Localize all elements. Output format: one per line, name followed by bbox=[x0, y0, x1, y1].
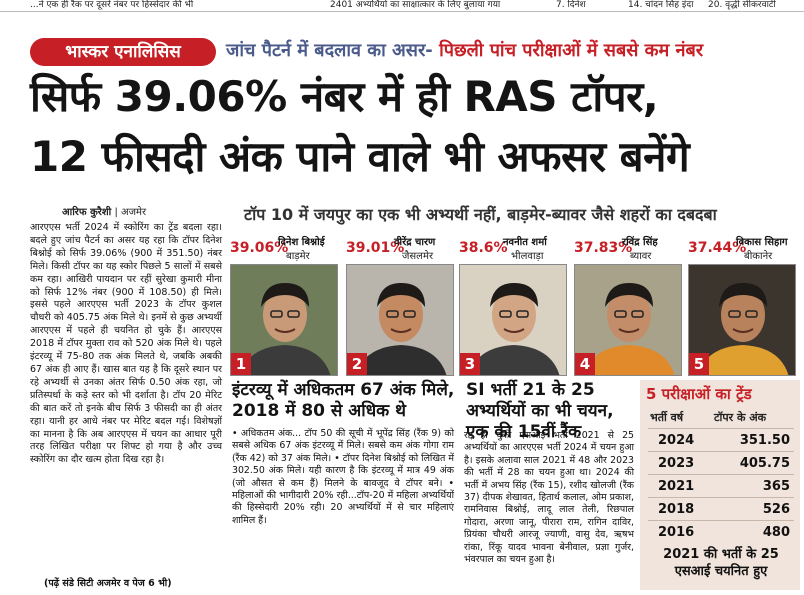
left-column-text: आरएएस भर्ती 2024 में स्कोरिंग का ट्रेंड … bbox=[30, 222, 222, 466]
top-strip-r3: 20. वृद्धी सीकरवाटी bbox=[708, 0, 776, 10]
topper-percentage: 38.6% bbox=[459, 240, 508, 256]
topper-photo: 4 bbox=[574, 264, 682, 376]
topper-photo: 5 bbox=[688, 264, 796, 376]
topper-name: नवनीत शर्मा bbox=[503, 237, 547, 248]
trend-box: 5 परीक्षाओं का ट्रेंड भर्ती वर्ष टॉपर के… bbox=[640, 380, 800, 590]
topper-rank-badge: 2 bbox=[347, 353, 367, 375]
trend-marks: 405.75 bbox=[739, 456, 790, 471]
headline-line2: 12 फीसदी अंक पाने वाले भी अफसर बनेंगे bbox=[30, 132, 690, 181]
toppers-subhead: टॉप 10 में जयपुर का एक भी अभ्यर्थी नहीं,… bbox=[244, 205, 717, 224]
topper-photo: 3 bbox=[459, 264, 567, 376]
top-strip-r2: 14. चांदन सिंह इंदा bbox=[628, 0, 694, 10]
trend-row: 2023 405.75 bbox=[648, 451, 794, 473]
topper-city: बाड़मेर bbox=[286, 251, 310, 262]
top-strip-left: ...ने एक ही रैंक पर दूसरे नंबर पर हिस्से… bbox=[30, 0, 194, 10]
top-strip-r1: 7. दिनेश bbox=[556, 0, 586, 10]
topper-name: विकास सिहाग bbox=[736, 237, 788, 248]
topper-photo: 2 bbox=[346, 264, 454, 376]
topper-photo: 1 bbox=[230, 264, 338, 376]
trend-footer: 2021 की भर्ती के 25 एसआई चयनित हुए bbox=[663, 547, 779, 579]
left-column-footer: (पढ़ें संडे सिटी अजमेर व पेज 6 भी) bbox=[44, 578, 172, 589]
topper-card: 39.06% दिनेश बिश्नोई बाड़मेर 1 bbox=[230, 234, 342, 376]
top-strip-mid: 2401 अभ्यर्थियों का साक्षात्कार के लिए ब… bbox=[330, 0, 501, 10]
topper-card: 39.01% वीरेंद्र चारण जैसलमेर 2 bbox=[346, 234, 458, 376]
trend-row: 2016 480 bbox=[648, 520, 794, 542]
topper-name: वीरेंद्र चारण bbox=[394, 237, 436, 248]
byline-name: आरिफ कुरैशी bbox=[62, 207, 112, 218]
topper-percentage: 39.01% bbox=[346, 240, 405, 256]
trend-year: 2018 bbox=[658, 502, 695, 517]
trend-col-marks: टॉपर के अंक bbox=[714, 411, 767, 424]
trend-year: 2021 bbox=[658, 479, 695, 494]
topper-name: रविंद्र सिंह bbox=[622, 237, 658, 248]
topper-rank-badge: 3 bbox=[460, 353, 480, 375]
article2-title: इंटरव्यू में अधिकतम 67 अंक मिले, 2018 मे… bbox=[232, 380, 455, 421]
kicker-part1: जांच पैटर्न में बदलाव का असर- bbox=[226, 40, 433, 61]
topper-card: 37.83% रविंद्र सिंह ब्यावर 4 bbox=[574, 234, 686, 376]
byline-city: | अजमेर bbox=[114, 207, 147, 218]
trend-marks: 351.50 bbox=[739, 433, 790, 448]
top-strip: ...ने एक ही रैंक पर दूसरे नंबर पर हिस्से… bbox=[0, 0, 804, 12]
trend-row: 2024 351.50 bbox=[648, 428, 794, 450]
portrait-icon bbox=[239, 283, 331, 375]
trend-year: 2023 bbox=[658, 456, 695, 471]
topper-percentage: 37.83% bbox=[574, 240, 633, 256]
topper-rank-badge: 1 bbox=[231, 353, 251, 375]
article2-body: • अधिकतम अंक... टॉप 50 की सूची में भूपें… bbox=[232, 428, 454, 526]
topper-card: 37.44% विकास सिहाग बीकानेर 5 bbox=[688, 234, 800, 376]
headline-line1: सिर्फ 39.06% नंबर में ही RAS टॉपर, bbox=[30, 72, 659, 121]
trend-year: 2024 bbox=[658, 433, 695, 448]
topper-rank-badge: 5 bbox=[689, 353, 709, 375]
portrait-icon bbox=[697, 283, 789, 375]
kicker-part2: पिछली पांच परीक्षाओं में सबसे कम नंबर bbox=[439, 40, 704, 61]
trend-marks: 480 bbox=[762, 525, 790, 540]
article3-title: SI भर्ती 21 के 25 अभ्यर्थियों का भी चयन,… bbox=[466, 380, 614, 442]
topper-percentage: 37.44% bbox=[688, 240, 747, 256]
topper-city: जैसलमेर bbox=[402, 251, 434, 262]
article3-body: रद्द हो चुकी एसआई भर्ती 2021 से 25 अभ्यर… bbox=[464, 430, 634, 566]
trend-marks: 526 bbox=[762, 502, 790, 517]
trend-marks: 365 bbox=[762, 479, 790, 494]
trend-title: 5 परीक्षाओं का ट्रेंड bbox=[646, 385, 752, 403]
trend-row: 2018 526 bbox=[648, 497, 794, 519]
trend-col-year: भर्ती वर्ष bbox=[650, 411, 684, 424]
trend-year: 2016 bbox=[658, 525, 695, 540]
analysis-badge: भास्कर एनालिसिस bbox=[30, 38, 216, 66]
topper-city: भीलवाड़ा bbox=[511, 251, 544, 262]
topper-city: बीकानेर bbox=[744, 251, 773, 262]
topper-city: ब्यावर bbox=[630, 251, 652, 262]
topper-name: दिनेश बिश्नोई bbox=[278, 237, 325, 248]
portrait-icon bbox=[468, 283, 560, 375]
topper-card: 38.6% नवनीत शर्मा भीलवाड़ा 3 bbox=[459, 234, 571, 376]
kicker-line: जांच पैटर्न में बदलाव का असर- पिछली पांच… bbox=[226, 38, 703, 64]
toppers-strip: 39.06% दिनेश बिश्नोई बाड़मेर 1 39.01% वीरेंद्… bbox=[230, 234, 800, 376]
topper-percentage: 39.06% bbox=[230, 240, 289, 256]
trend-row: 2021 365 bbox=[648, 474, 794, 496]
portrait-icon bbox=[355, 283, 447, 375]
portrait-icon bbox=[583, 283, 675, 375]
byline: आरिफ कुरैशी | अजमेर bbox=[62, 204, 146, 218]
topper-rank-badge: 4 bbox=[575, 353, 595, 375]
